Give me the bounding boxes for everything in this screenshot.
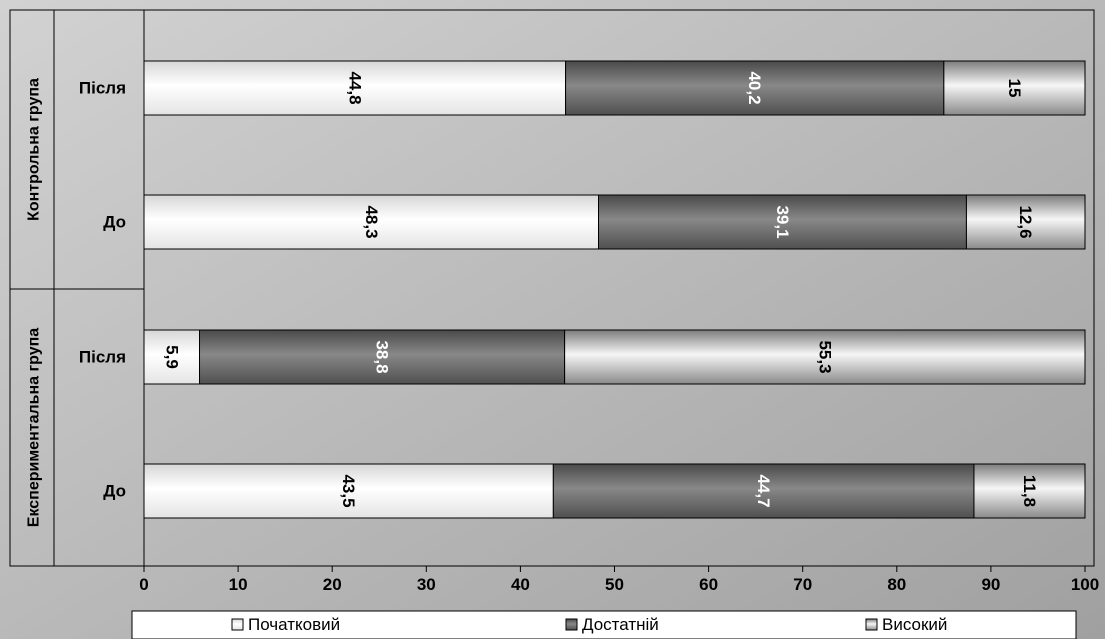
bar-segment-Високий (943, 60, 1086, 116)
legend: Початковий Достатній Високий (131, 610, 1077, 639)
legend-label: Достатній (582, 615, 659, 634)
data-label: 39,1 (773, 205, 792, 238)
x-tick-label: 80 (887, 575, 906, 594)
data-label: 15 (1005, 79, 1024, 98)
group-label: Контрольна група (26, 78, 43, 221)
x-tick-label: 10 (229, 575, 248, 594)
data-label: 12,6 (1016, 205, 1035, 238)
bar-segment-Достатній (552, 463, 975, 519)
bar-segment-Високий (965, 194, 1086, 250)
bar-segment-Високий (973, 463, 1086, 519)
data-label: 11,8 (1020, 475, 1039, 507)
x-tick-label: 60 (699, 575, 718, 594)
bar-segment-Достатній (565, 60, 945, 116)
legend-box (131, 610, 1077, 639)
data-label: 44,7 (754, 474, 773, 507)
category-label: Після (79, 348, 126, 367)
group-label: Експериментальна група (26, 328, 43, 527)
x-tick-label: 40 (511, 575, 530, 594)
data-label: 48,3 (362, 205, 381, 238)
legend-label: Початковий (248, 615, 340, 634)
bar-segment-Високий (564, 329, 1086, 385)
bar-segment-Достатній (199, 329, 566, 385)
data-label: 38,8 (373, 340, 392, 373)
data-label: 44,8 (345, 71, 364, 104)
category-label: До (103, 482, 126, 501)
bar-segment-Початковий (143, 60, 567, 116)
legend-swatch (231, 618, 244, 631)
legend-label: Високий (882, 615, 947, 634)
x-tick-label: 90 (981, 575, 1000, 594)
data-label: 55,3 (815, 340, 834, 373)
label-layer: 44,8 40,2 15 Після 48,3 39,1 12,6 До 5,9 38,8 55,3… (26, 71, 1100, 594)
x-tick-label: 30 (417, 575, 436, 594)
data-label: 40,2 (745, 71, 764, 104)
legend-swatch (565, 618, 578, 631)
category-label: До (103, 213, 126, 232)
bar-segment-Достатній (598, 194, 967, 250)
legend-swatch (865, 618, 878, 631)
x-tick-label: 100 (1071, 575, 1099, 594)
data-label: 5,9 (162, 345, 181, 369)
bar-segment-Початковий (143, 194, 600, 250)
category-label: Після (79, 79, 126, 98)
x-tick-label: 50 (605, 575, 624, 594)
plot-layer (9, 9, 1095, 572)
x-tick-label: 0 (139, 575, 148, 594)
data-label: 43,5 (339, 474, 358, 507)
x-tick-label: 20 (323, 575, 342, 594)
x-tick-label: 70 (793, 575, 812, 594)
